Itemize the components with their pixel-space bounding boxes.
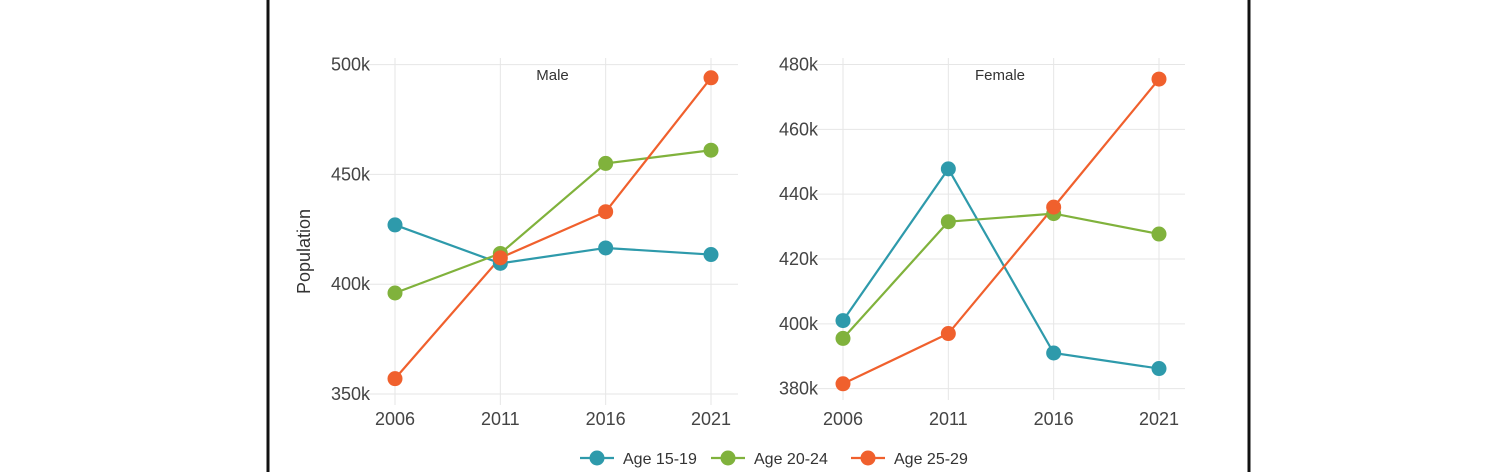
x-tick-label: 2011 xyxy=(481,409,520,429)
legend-label: Age 20-24 xyxy=(754,451,828,468)
x-tick-label: 2006 xyxy=(375,409,415,429)
panel-title: Male xyxy=(536,67,569,84)
series-line-age-25-29 xyxy=(394,77,712,380)
x-tick-label: 2011 xyxy=(929,409,968,429)
y-tick-label: 420k xyxy=(779,249,819,269)
figure-border xyxy=(266,0,1251,472)
legend-item-age-25-29: Age 25-29 xyxy=(851,450,968,468)
data-point-age-20-24 xyxy=(940,214,956,230)
data-point-age-15-19 xyxy=(940,161,956,177)
y-tick-label: 400k xyxy=(779,314,819,334)
data-point-age-15-19 xyxy=(835,313,851,329)
x-tick-label: 2006 xyxy=(823,409,863,429)
y-tick-label: 460k xyxy=(779,119,819,139)
y-tick-label: 450k xyxy=(331,164,371,184)
series-line-age-20-24 xyxy=(394,149,712,295)
y-tick-label: 380k xyxy=(779,379,819,399)
data-point-age-25-29 xyxy=(1046,199,1062,215)
panel-female: 380k 400k 420k 440k 460k 480k 2006 2011 2016 2021… xyxy=(779,54,1185,429)
data-point-age-25-29 xyxy=(492,250,508,266)
legend-label: Age 25-29 xyxy=(894,451,968,468)
x-tick-label: 2021 xyxy=(691,409,731,429)
y-axis-label: Population xyxy=(294,209,314,294)
data-point-age-25-29 xyxy=(1151,71,1167,87)
series-line-age-20-24 xyxy=(842,212,1160,340)
legend-item-age-15-19: Age 15-19 xyxy=(580,450,697,468)
data-point-age-20-24 xyxy=(1151,226,1167,242)
legend-marker xyxy=(860,450,876,466)
x-tick-label: 2021 xyxy=(1139,409,1179,429)
series-line-age-15-19 xyxy=(842,166,1160,370)
y-tick-label: 500k xyxy=(331,55,371,75)
legend: Age 15-19 Age 20-24 Age 25-29 xyxy=(580,450,968,468)
y-tick-label: 400k xyxy=(331,274,371,294)
legend-label: Age 15-19 xyxy=(623,451,697,468)
x-tick-label: 2016 xyxy=(1034,409,1074,429)
legend-marker xyxy=(589,450,605,466)
data-point-age-25-29 xyxy=(940,326,956,342)
data-point-age-15-19 xyxy=(1046,345,1062,361)
series-line-age-15-19 xyxy=(394,223,712,265)
data-point-age-20-24 xyxy=(703,142,719,158)
series-line-age-25-29 xyxy=(842,78,1160,385)
y-tick-label: 350k xyxy=(331,384,371,404)
panels: 350k 400k 450k 500k 2006 2011 2016 2021 Male Popu… xyxy=(294,54,1185,429)
y-tick-label: 440k xyxy=(779,184,819,204)
data-point-age-25-29 xyxy=(598,204,614,220)
panel-male: 350k 400k 450k 500k 2006 2011 2016 2021 Male Popu… xyxy=(294,55,738,429)
data-point-age-25-29 xyxy=(387,371,403,387)
panel-title: Female xyxy=(975,67,1025,84)
legend-marker xyxy=(720,450,736,466)
data-point-age-15-19 xyxy=(1151,361,1167,377)
data-point-age-20-24 xyxy=(598,155,614,171)
x-tick-label: 2016 xyxy=(586,409,626,429)
data-point-age-20-24 xyxy=(835,330,851,346)
data-point-age-15-19 xyxy=(703,247,719,263)
data-point-age-25-29 xyxy=(835,376,851,392)
data-point-age-15-19 xyxy=(387,217,403,233)
y-tick-label: 480k xyxy=(779,54,819,74)
data-point-age-25-29 xyxy=(703,70,719,86)
data-point-age-15-19 xyxy=(598,240,614,256)
legend-item-age-20-24: Age 20-24 xyxy=(711,450,828,468)
data-point-age-20-24 xyxy=(387,285,403,301)
